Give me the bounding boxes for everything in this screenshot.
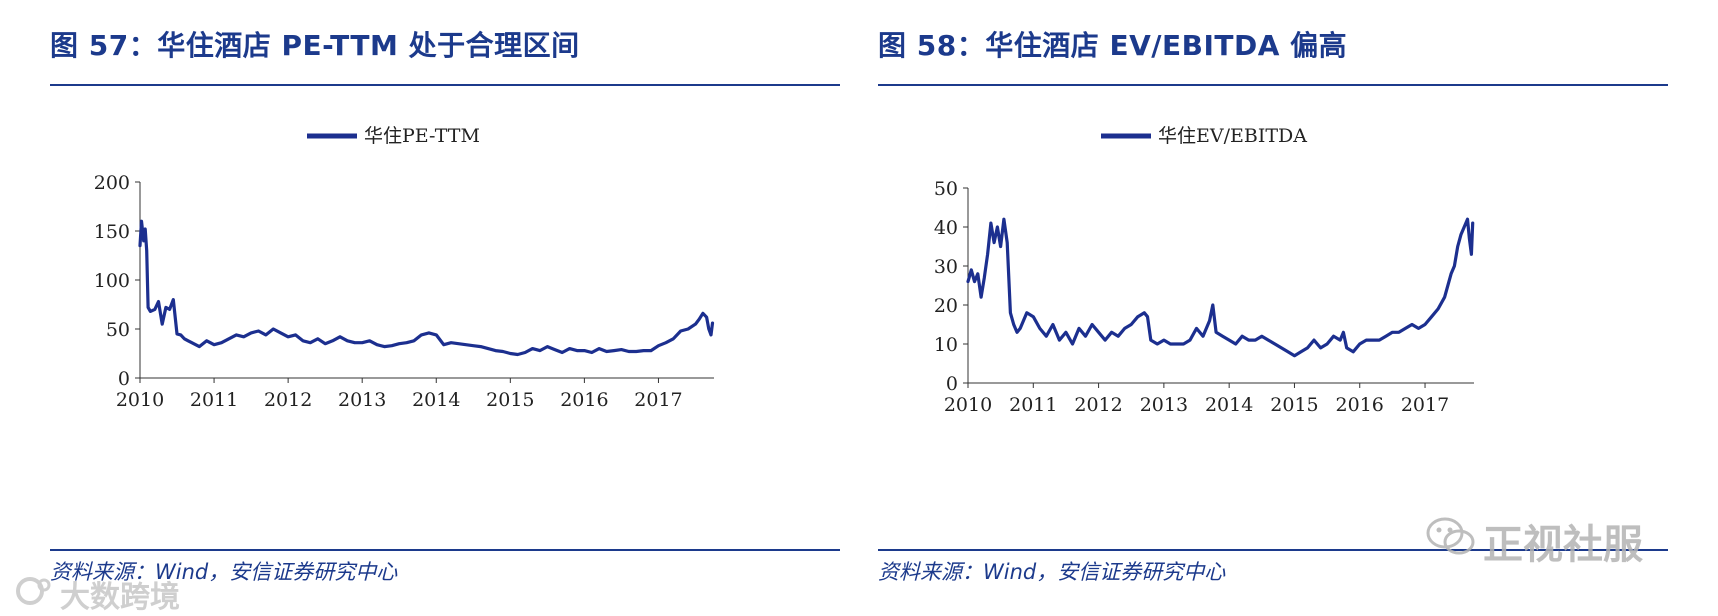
watermark-right: 正视社服 [1425, 512, 1643, 570]
watermark-left-text: 大数跨境 [60, 580, 180, 615]
x-tick-label: 2011 [1009, 394, 1057, 416]
title-rule [878, 84, 1668, 86]
x-tick-label: 2015 [1270, 394, 1318, 416]
x-tick-label: 2017 [634, 389, 682, 411]
y-tick-label: 100 [94, 270, 130, 292]
y-tick-label: 50 [934, 178, 958, 200]
x-tick-label: 2010 [944, 394, 992, 416]
logo-icon [14, 575, 54, 615]
y-tick-label: 50 [106, 319, 130, 341]
figure-58-source: 资料来源：Wind，安信证券研究中心 [878, 560, 1226, 584]
x-tick-label: 2014 [412, 389, 460, 411]
figure-58-title: 图 58：华住酒店 EV/EBITDA 偏高 [878, 29, 1348, 62]
y-tick-label: 0 [118, 368, 130, 390]
series-line [138, 219, 715, 357]
x-tick-label: 2010 [116, 389, 164, 411]
x-tick-label: 2016 [1336, 394, 1384, 416]
figure-57-source: 资料来源：Wind，安信证券研究中心 [50, 560, 398, 584]
figure-57-title: 图 57：华住酒店 PE-TTM 处于合理区间 [50, 29, 580, 62]
figure-57-panel: 图 57：华住酒店 PE-TTM 处于合理区间 华住PE-TTM 0 50 100 15… [50, 0, 840, 616]
title-rule [50, 84, 840, 86]
y-tick-label: 30 [934, 256, 958, 278]
x-tick-label: 2012 [264, 389, 312, 411]
wechat-icon [1425, 516, 1477, 568]
y-tick-label: 150 [94, 221, 130, 243]
y-tick-label: 40 [934, 217, 958, 239]
series-line [966, 217, 1475, 358]
figure-58-panel: 图 58：华住酒店 EV/EBITDA 偏高 华住EV/EBITDA 0 10 20 3… [878, 0, 1668, 616]
x-tick-label: 2012 [1074, 394, 1122, 416]
source-rule [50, 549, 840, 551]
x-tick-label: 2014 [1205, 394, 1253, 416]
y-tick-label: 10 [934, 334, 958, 356]
watermark-right-text: 正视社服 [1483, 522, 1643, 568]
legend-label: 华住PE-TTM [364, 125, 480, 147]
x-tick-label: 2015 [486, 389, 534, 411]
pe-ttm-chart: 华住PE-TTM 0 50 100 150 200 2010 2011 2012 2013 2014… [94, 125, 715, 411]
y-tick-label: 200 [94, 172, 130, 194]
y-tick-label: 0 [946, 373, 958, 395]
x-tick-label: 2013 [1140, 394, 1188, 416]
watermark-left: 大数跨境 [14, 572, 180, 616]
x-tick-label: 2016 [560, 389, 608, 411]
y-tick-label: 20 [934, 295, 958, 317]
legend-label: 华住EV/EBITDA [1158, 125, 1307, 147]
x-tick-label: 2017 [1401, 394, 1449, 416]
x-tick-label: 2011 [190, 389, 238, 411]
x-tick-label: 2013 [338, 389, 386, 411]
ev-ebitda-chart: 华住EV/EBITDA 0 10 20 30 40 50 2010 2011 2012 2013 20… [934, 125, 1475, 416]
source-rule [878, 549, 1668, 551]
